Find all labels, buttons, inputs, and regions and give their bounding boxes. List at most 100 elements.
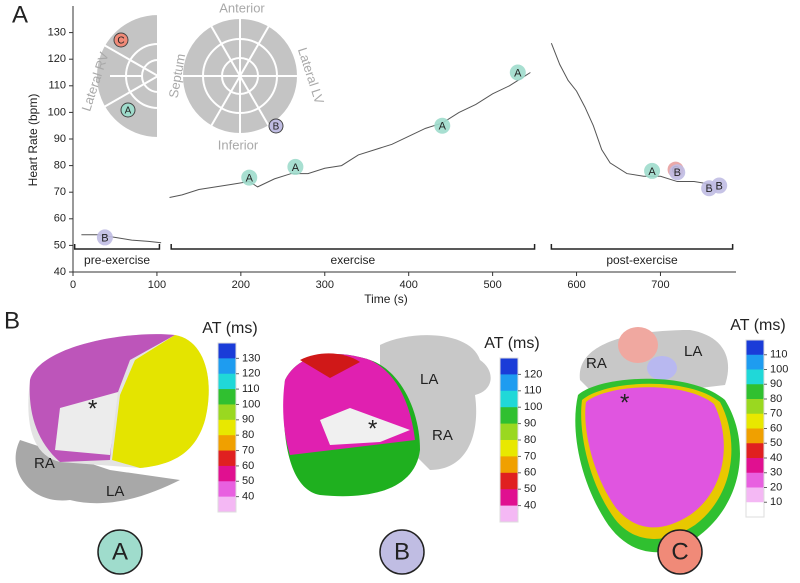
colorbar-segment — [218, 435, 236, 452]
colorbar-tick-label: 10 — [770, 496, 782, 508]
colorbar-segment — [746, 458, 764, 474]
segment-label: Lateral LV — [295, 46, 327, 106]
segment-label: Inferior — [218, 137, 259, 152]
colorbar-segment — [746, 428, 764, 444]
colorbar-segment — [218, 389, 236, 405]
y-tick-label: 60 — [54, 213, 66, 225]
colorbar-segment — [500, 374, 518, 392]
colorbar-tick-label: 130 — [242, 352, 260, 364]
colorbar-segment — [746, 443, 764, 459]
event-marker-label: A — [439, 121, 447, 133]
earliest-region — [320, 408, 410, 445]
map-badge — [97, 529, 143, 575]
colorbar-tick-label: 50 — [770, 437, 782, 449]
colorbar-tick-label: 70 — [242, 444, 254, 456]
colorbar-segment — [746, 340, 764, 356]
y-tick-label: 70 — [54, 186, 66, 198]
event-marker — [644, 162, 661, 179]
panel-label: A — [12, 1, 28, 28]
colorbar-segment — [218, 481, 236, 498]
colorbar-tick-label: 90 — [770, 378, 782, 390]
colorbar-frame — [217, 342, 237, 513]
colorbar-tick-label: 80 — [524, 434, 536, 446]
heart-rate-line — [81, 43, 720, 244]
colorbar-tick-label: 90 — [242, 414, 254, 426]
y-tick-label: 40 — [54, 266, 66, 278]
phase-label: post-exercise — [606, 253, 678, 267]
x-tick-label: 200 — [232, 279, 250, 291]
colorbar-segment — [746, 399, 764, 415]
colorbar-tick-label: 100 — [242, 398, 260, 410]
bullseye-marker-label: A — [125, 106, 132, 117]
map-badge — [379, 529, 425, 575]
colorbar-tick-label: 80 — [242, 429, 254, 441]
colorbar-segment — [218, 358, 236, 375]
x-tick-label: 100 — [148, 279, 166, 291]
y-tick-label: 80 — [54, 160, 66, 172]
event-marker-label: B — [101, 232, 108, 244]
heart-a — [15, 334, 209, 504]
divider — [103, 44, 159, 77]
bullseye-marker-label: C — [117, 36, 124, 47]
colorbar-segment — [500, 440, 518, 457]
map-badge-label: B — [394, 538, 410, 565]
phase-label: pre-exercise — [84, 253, 150, 267]
bullseye-marker — [120, 102, 136, 118]
event-marker — [96, 229, 113, 246]
event-marker-label: B — [705, 183, 712, 195]
colorbar-tick-label: 60 — [524, 467, 536, 479]
event-marker-label: A — [514, 67, 522, 79]
panel-label: B — [4, 307, 20, 334]
y-tick-label: 90 — [54, 133, 66, 145]
colorbar-title: AT (ms) — [202, 320, 257, 337]
colorbar-tick-label: 100 — [770, 363, 788, 375]
colorbar-tick-label: 70 — [770, 408, 782, 420]
colorbar-segment — [218, 404, 236, 421]
bullseye-marker-label: B — [273, 122, 280, 133]
colorbar-tick-label: 40 — [524, 500, 536, 512]
colorbar-segment — [746, 472, 764, 488]
x-tick-label: 400 — [400, 279, 418, 291]
phase-bracket — [550, 244, 734, 250]
divider — [103, 75, 159, 108]
y-axis-label: Heart Rate (bpm) — [26, 94, 40, 187]
phase-bracket — [73, 244, 161, 250]
earliest-region — [55, 392, 118, 455]
colorbar-tick-label: 90 — [524, 418, 536, 430]
chamber-label: LA — [420, 371, 438, 388]
event-marker-label: A — [648, 166, 656, 178]
colorbar-segment — [500, 358, 518, 375]
bullseye-marker — [113, 32, 129, 48]
colorbar-segment — [746, 354, 764, 370]
colorbar-title: AT (ms) — [484, 335, 539, 352]
colorbar-segment — [500, 472, 518, 490]
x-tick-label: 500 — [483, 279, 501, 291]
heart-c — [575, 327, 740, 553]
colorbar-tick-label: 40 — [242, 491, 254, 503]
x-tick-label: 700 — [651, 279, 669, 291]
colorbar-tick-label: 50 — [242, 475, 254, 487]
chamber-label: RA — [586, 355, 607, 372]
colorbar-segment — [746, 384, 764, 400]
event-marker — [287, 158, 304, 175]
colorbar-tick-label: 60 — [242, 460, 254, 472]
heart-b — [283, 335, 491, 497]
colorbar-tick-label: 120 — [524, 368, 542, 380]
colorbar-segment — [500, 505, 518, 523]
colorbar-segment — [500, 456, 518, 474]
y-tick-label: 130 — [48, 27, 66, 39]
x-tick-label: 300 — [316, 279, 334, 291]
asterisk: * — [620, 389, 629, 416]
event-marker — [241, 169, 258, 186]
pulmonary — [647, 356, 677, 380]
mid-region — [300, 353, 360, 378]
event-marker — [434, 117, 451, 134]
bullseye-marker — [268, 118, 284, 134]
colorbar-title: AT (ms) — [730, 317, 785, 334]
colorbar-tick-label: 100 — [524, 401, 542, 413]
colorbar-segment — [500, 489, 518, 507]
colorbar-segment — [746, 413, 764, 429]
event-marker — [509, 64, 526, 81]
chamber-label: LA — [106, 483, 124, 500]
colorbar-tick-label: 80 — [770, 393, 782, 405]
